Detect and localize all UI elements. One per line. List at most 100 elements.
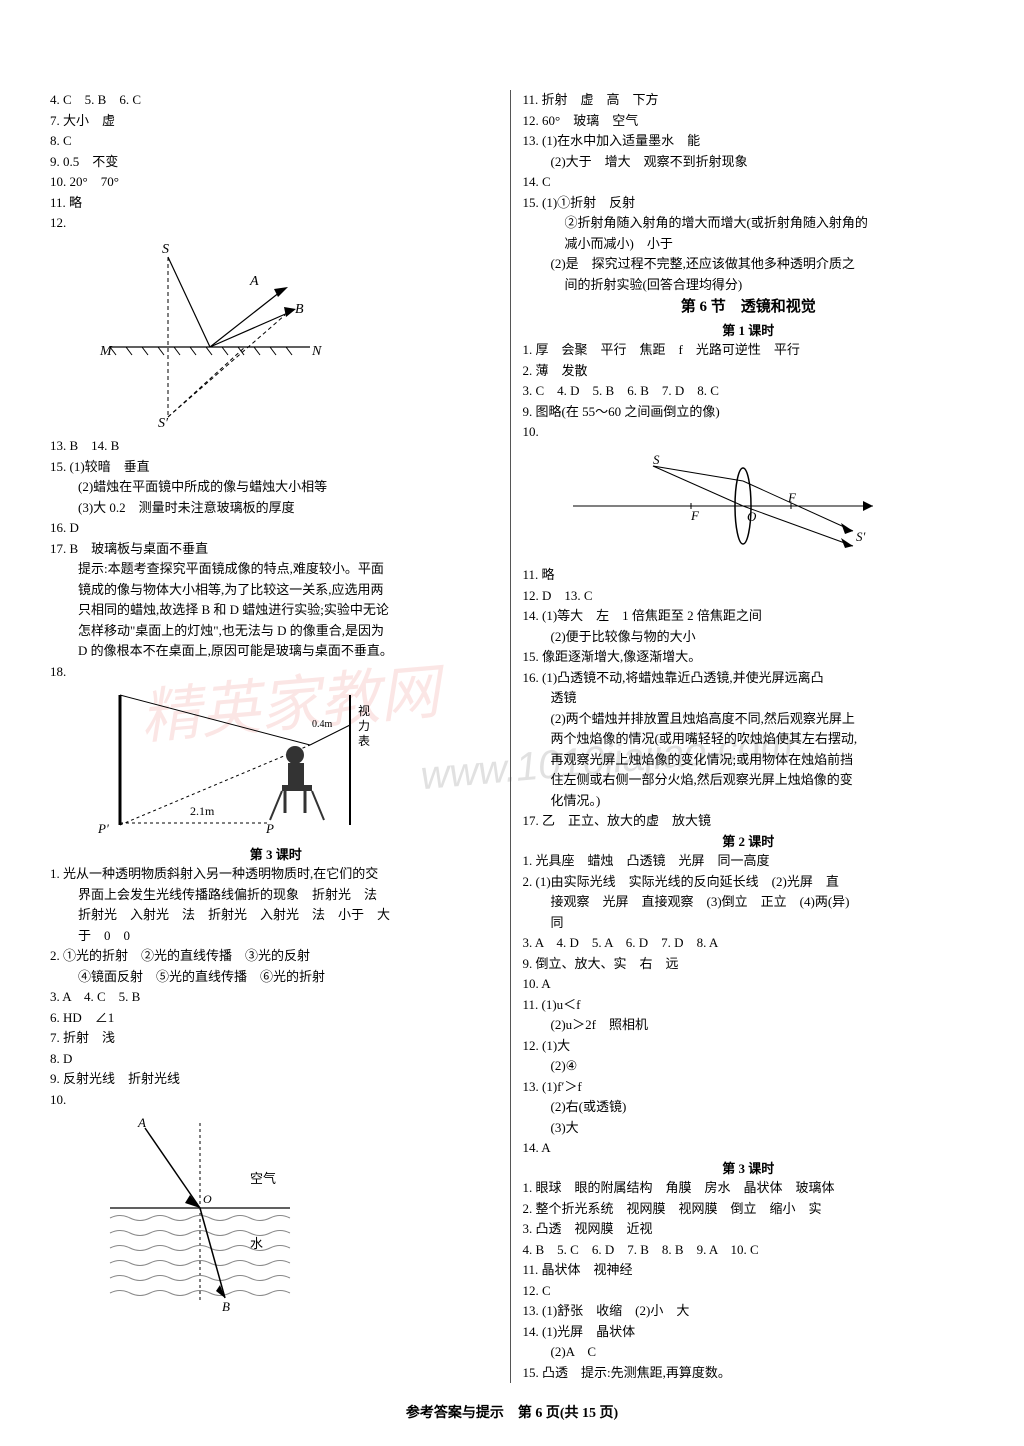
p1-9: 9. 图略(在 55～60 之间画倒立的像) (523, 402, 975, 422)
sec3-title: 第 3 课时 (50, 845, 502, 865)
p2-2c: 同 (523, 913, 975, 933)
p1-2: 2. 薄 发散 (523, 361, 975, 381)
label-eye2: 力 (358, 719, 370, 733)
p1-14a: 14. (1)等大 左 1 倍焦距至 2 倍焦距之间 (523, 606, 975, 626)
label-M: M (99, 344, 113, 359)
ans-13-14: 13. B 14. B (50, 436, 502, 456)
label-air: 空气 (250, 1171, 276, 1186)
p3-14b: (2)A C (523, 1342, 975, 1362)
ans-11: 11. 略 (50, 193, 502, 213)
label-O: O (203, 1192, 212, 1206)
diagram-mirror-reflection: S A B M N S′ (90, 237, 502, 433)
label-eye3: 表 (358, 734, 370, 748)
diagram-eye-chart: 2.1m 0.4m 视 力 表 P′ P (90, 685, 502, 841)
p2-11a: 11. (1)u＜f (523, 995, 975, 1015)
label-S2: S′ (158, 416, 169, 427)
footer-label: 参考答案与提示 (406, 1406, 504, 1421)
p1-16g: 化情况。) (523, 791, 975, 811)
r-15d: (2)是 探究过程不完整,还应该做其他多种透明介质之 (523, 254, 975, 274)
page-footer: 参考答案与提示 第 6 页(共 15 页) (0, 1403, 1024, 1424)
p1-17: 17. 乙 正立、放大的虚 放大镜 (523, 811, 975, 831)
p1-11: 11. 略 (523, 565, 975, 585)
p1-1: 1. 厚 会聚 平行 焦距 f 光路可逆性 平行 (523, 340, 975, 360)
p1-14b: (2)便于比较像与物的大小 (523, 627, 975, 647)
p2-13b: (2)右(或透镜) (523, 1097, 975, 1117)
p3-12: 12. C (523, 1281, 975, 1301)
ans-15c: (3)大 0.2 测量时未注意玻璃板的厚度 (50, 498, 502, 518)
sec6-p3: 第 3 课时 (523, 1159, 975, 1179)
ans-10: 10. 20° 70° (50, 172, 502, 192)
r-15c: 减小而减小) 小于 (523, 234, 975, 254)
p1-15: 15. 像距逐渐增大,像逐渐增大。 (523, 647, 975, 667)
p2-1: 1. 光具座 蜡烛 凸透镜 光屏 同一高度 (523, 851, 975, 871)
p2-12b: (2)④ (523, 1056, 975, 1076)
sec6-p1: 第 1 课时 (523, 321, 975, 341)
label-B: B (222, 1299, 230, 1313)
ans-17b: 提示:本题考查探究平面镜成像的特点,难度较小。平面 (50, 559, 502, 579)
p3-2: 2. 整个折光系统 视网膜 视网膜 倒立 缩小 实 (523, 1199, 975, 1219)
sec6-p2: 第 2 课时 (523, 832, 975, 852)
footer-page: 第 6 页(共 15 页) (518, 1406, 618, 1421)
label-A: A (249, 274, 259, 289)
p2-2b: 接观察 光屏 直接观察 (3)倒立 正立 (4)两(异) (523, 892, 975, 912)
r-13a: 13. (1)在水中加入适量墨水 能 (523, 131, 975, 151)
p1-16a: 16. (1)凸透镜不动,将蜡烛靠近凸透镜,并使光屏远离凸 (523, 668, 975, 688)
label-S: S (162, 242, 169, 257)
s3-9: 9. 反射光线 折射光线 (50, 1069, 502, 1089)
ans-15b: (2)蜡烛在平面镜中所成的像与蜡烛大小相等 (50, 477, 502, 497)
s3-1c: 折射光 入射光 法 折射光 入射光 法 小于 大 (50, 905, 502, 925)
ans-17d: 只相同的蜡烛,故选择 B 和 D 蜡烛进行实验;实验中无论 (50, 600, 502, 620)
r-12: 12. 60° 玻璃 空气 (523, 111, 975, 131)
ans-15a: 15. (1)较暗 垂直 (50, 457, 502, 477)
ans-16: 16. D (50, 518, 502, 538)
r-11: 11. 折射 虚 高 下方 (523, 90, 975, 110)
p1-10: 10. (523, 422, 975, 442)
d4-S2: S′ (856, 529, 866, 544)
s3-6: 6. HD ∠1 (50, 1008, 502, 1028)
s3-1b: 界面上会发生光线传播路线偏折的现象 折射光 法 (50, 885, 502, 905)
s3-2b: ④镜面反射 ⑤光的直线传播 ⑥光的折射 (50, 967, 502, 987)
ans-8: 8. C (50, 131, 502, 151)
label-P1: P′ (97, 821, 109, 835)
label-B: B (295, 302, 304, 317)
sec6-title: 第 6 节 透镜和视觉 (523, 296, 975, 319)
diagram-lens: S F F O S′ (563, 446, 975, 562)
s3-3: 3. A 4. C 5. B (50, 987, 502, 1007)
p1-16d: 两个烛焰像的情况(或用嘴轻轻的吹烛焰使其左右摆动, (523, 729, 975, 749)
p3-14a: 14. (1)光屏 晶状体 (523, 1322, 975, 1342)
p1-16e: 再观察光屏上烛焰像的变化情况;或用物体在烛焰前挡 (523, 750, 975, 770)
p3-1: 1. 眼球 眼的附属结构 角膜 房水 晶状体 玻璃体 (523, 1178, 975, 1198)
p2-9: 9. 倒立、放大、实 右 远 (523, 954, 975, 974)
ans-4-6: 4. C 5. B 6. C (50, 90, 502, 110)
ans-7: 7. 大小 虚 (50, 111, 502, 131)
s3-10: 10. (50, 1090, 502, 1110)
p2-14: 14. A (523, 1138, 975, 1158)
r-13b: (2)大于 增大 观察不到折射现象 (523, 152, 975, 172)
ans-9: 9. 0.5 不变 (50, 152, 502, 172)
ans-17a: 17. B 玻璃板与桌面不垂直 (50, 539, 502, 559)
p2-3: 3. A 4. D 5. A 6. D 7. D 8. A (523, 933, 975, 953)
label-P2: P (265, 821, 274, 835)
label-N: N (311, 344, 322, 359)
d4-F2: F (787, 490, 797, 505)
ans-17c: 镜成的像与物体大小相等,为了比较这一关系,应选用两 (50, 580, 502, 600)
label-d2: 0.4m (312, 719, 333, 730)
p1-16c: (2)两个蜡烛并排放置且烛焰高度不同,然后观察光屏上 (523, 709, 975, 729)
p1-3: 3. C 4. D 5. B 6. B 7. D 8. C (523, 381, 975, 401)
r-14: 14. C (523, 172, 975, 192)
label-dist: 2.1m (190, 804, 215, 818)
s3-7: 7. 折射 浅 (50, 1028, 502, 1048)
r-15e: 间的折射实验(回答合理均得分) (523, 275, 975, 295)
p1-16b: 透镜 (523, 688, 975, 708)
label-water: 水 (250, 1236, 263, 1251)
label-eye1: 视 (358, 703, 370, 718)
p1-12: 12. D 13. C (523, 586, 975, 606)
ans-12: 12. (50, 213, 502, 233)
page-columns: 4. C 5. B 6. C 7. 大小 虚 8. C 9. 0.5 不变 10… (50, 90, 974, 1383)
right-column: 11. 折射 虚 高 下方 12. 60° 玻璃 空气 13. (1)在水中加入… (523, 90, 975, 1383)
d4-O: O (747, 509, 757, 524)
s3-1a: 1. 光从一种透明物质斜射入另一种透明物质时,在它们的交 (50, 864, 502, 884)
ans-17e: 怎样移动"桌面上的灯烛",也无法与 D 的像重合,是因为 (50, 621, 502, 641)
ans-18: 18. (50, 662, 502, 682)
p1-16f: 住左侧或右侧一部分火焰,然后观察光屏上烛焰像的变 (523, 770, 975, 790)
